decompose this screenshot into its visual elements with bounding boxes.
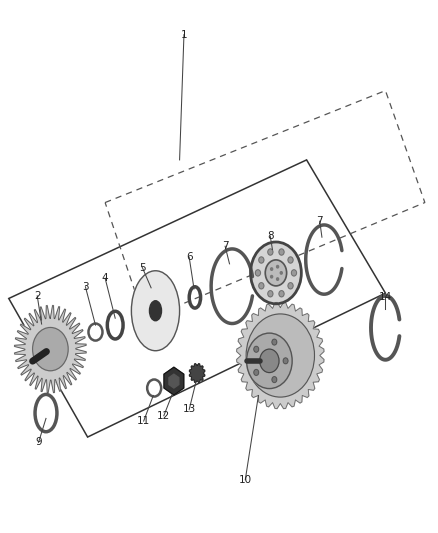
Circle shape xyxy=(251,242,301,304)
Circle shape xyxy=(291,270,297,276)
Text: 4: 4 xyxy=(102,273,109,283)
Text: 7: 7 xyxy=(316,216,323,226)
Circle shape xyxy=(288,282,293,289)
Circle shape xyxy=(260,349,279,373)
Circle shape xyxy=(279,290,284,297)
Text: 1: 1 xyxy=(180,30,187,39)
Text: 2: 2 xyxy=(34,291,41,301)
Circle shape xyxy=(271,268,272,270)
Text: 7: 7 xyxy=(222,241,229,251)
Polygon shape xyxy=(189,364,205,383)
Polygon shape xyxy=(169,374,179,388)
Circle shape xyxy=(254,369,259,375)
Text: 13: 13 xyxy=(183,405,196,414)
Circle shape xyxy=(280,272,282,274)
Circle shape xyxy=(268,290,273,297)
Circle shape xyxy=(255,270,261,276)
Ellipse shape xyxy=(131,271,180,351)
Circle shape xyxy=(259,257,264,263)
Circle shape xyxy=(272,377,277,383)
Text: 11: 11 xyxy=(137,416,150,426)
Text: 10: 10 xyxy=(239,475,252,484)
Circle shape xyxy=(254,346,259,352)
Text: 12: 12 xyxy=(157,411,170,421)
Circle shape xyxy=(288,257,293,263)
Circle shape xyxy=(265,260,286,286)
Ellipse shape xyxy=(149,301,162,321)
Text: 3: 3 xyxy=(82,282,89,292)
Text: 5: 5 xyxy=(139,263,146,272)
Circle shape xyxy=(283,358,288,364)
Polygon shape xyxy=(237,302,324,409)
Circle shape xyxy=(271,276,272,278)
Text: 6: 6 xyxy=(186,253,193,262)
Text: 8: 8 xyxy=(267,231,274,241)
Polygon shape xyxy=(164,367,184,395)
Circle shape xyxy=(268,249,273,255)
Polygon shape xyxy=(14,305,86,393)
Circle shape xyxy=(259,282,264,289)
Circle shape xyxy=(279,249,284,255)
Circle shape xyxy=(246,314,314,397)
Text: 9: 9 xyxy=(35,438,42,447)
Circle shape xyxy=(32,327,68,371)
Circle shape xyxy=(276,265,279,268)
Circle shape xyxy=(247,333,292,389)
Circle shape xyxy=(272,339,277,345)
Text: 14: 14 xyxy=(379,293,392,302)
Circle shape xyxy=(276,278,279,280)
